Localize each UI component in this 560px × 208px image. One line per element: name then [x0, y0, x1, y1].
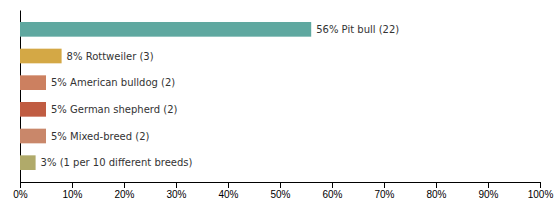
tick-label: 40%	[218, 189, 238, 200]
tick: 0%	[13, 182, 28, 200]
x-axis: 0% 10% 20% 30% 40% 50% 60% 70% 80% 90% 100%	[13, 182, 553, 200]
tick: 40%	[218, 182, 238, 200]
tick: 100%	[528, 182, 554, 200]
category-label: 56% Pit bull (22)	[316, 24, 399, 35]
tick-label: 30%	[166, 189, 186, 200]
tick-mark	[540, 182, 541, 188]
axis-line	[21, 183, 541, 189]
tick-label: 80%	[426, 189, 446, 200]
tick-mark	[488, 182, 489, 188]
bar	[20, 102, 46, 117]
plot: 0% 10% 20% 30% 40% 50% 60% 70% 80% 90% 100% 3% (1 p…	[13, 11, 553, 201]
bar	[20, 22, 311, 37]
category-label: 5% Mixed-breed (2)	[51, 131, 150, 142]
bar	[20, 75, 46, 90]
tick: 60%	[322, 182, 342, 200]
tick-mark	[332, 182, 333, 188]
chart: 0% 10% 20% 30% 40% 50% 60% 70% 80% 90% 100% 3% (1 p…	[0, 0, 560, 208]
tick-label: 10%	[62, 189, 82, 200]
tick-mark	[72, 182, 73, 188]
tick-mark	[436, 182, 437, 188]
tick-label: 100%	[528, 189, 554, 200]
category-label: 3% (1 per 10 different breeds)	[41, 157, 193, 168]
tick-mark	[20, 182, 21, 188]
tick-label: 0%	[13, 189, 28, 200]
tick-label: 50%	[270, 189, 290, 200]
bar-labels: 3% (1 per 10 different breeds) 5% Mixed-b…	[41, 24, 400, 168]
tick: 20%	[114, 182, 134, 200]
tick: 30%	[166, 182, 186, 200]
tick: 80%	[426, 182, 446, 200]
bars	[20, 22, 311, 170]
tick: 10%	[62, 182, 82, 200]
tick-mark	[228, 182, 229, 188]
category-label: 5% German shepherd (2)	[51, 104, 178, 115]
tick: 90%	[478, 182, 498, 200]
category-label: 5% American bulldog (2)	[51, 77, 175, 88]
tick-label: 20%	[114, 189, 134, 200]
tick-mark	[176, 182, 177, 188]
tick: 70%	[374, 182, 394, 200]
bar	[20, 49, 62, 64]
bar	[20, 129, 46, 144]
tick-label: 70%	[374, 189, 394, 200]
tick-mark	[124, 182, 125, 188]
tick-label: 60%	[322, 189, 342, 200]
tick-label: 90%	[478, 189, 498, 200]
bar	[20, 155, 36, 170]
category-label: 8% Rottweiler (3)	[67, 51, 154, 62]
tick: 50%	[270, 182, 290, 200]
tick-mark	[280, 182, 281, 188]
tick-mark	[384, 182, 385, 188]
